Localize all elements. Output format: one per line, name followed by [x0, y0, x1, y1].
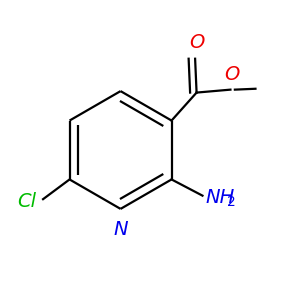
Text: O: O [189, 33, 204, 52]
Text: 2: 2 [226, 195, 236, 209]
Text: N: N [113, 220, 128, 239]
Text: O: O [224, 65, 240, 84]
Text: Cl: Cl [17, 192, 36, 211]
Text: NH: NH [206, 188, 235, 207]
